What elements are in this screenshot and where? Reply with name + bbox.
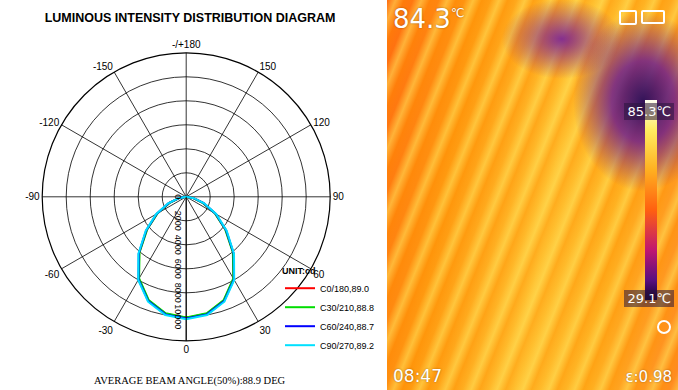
html-text:84.3: 84.3	[393, 4, 451, 34]
svg-text:0: 0	[183, 344, 189, 355]
svg-text:60: 60	[313, 269, 325, 281]
svg-text:30: 30	[260, 325, 272, 336]
svg-text:AVERAGE BEAM ANGLE(50%):88.9 D: AVERAGE BEAM ANGLE(50%):88.9 DEG	[94, 375, 286, 387]
html-text:29.1℃: 29.1℃	[627, 291, 671, 306]
svg-text:8000: 8000	[173, 283, 183, 303]
svg-text:-60: -60	[45, 269, 60, 280]
svg-text:-/+180: -/+180	[172, 39, 201, 50]
svg-text:10000: 10000	[173, 304, 183, 329]
html-text:ε:0.98: ε:0.98	[625, 368, 672, 386]
svg-text:C0/180,89.0: C0/180,89.0	[320, 284, 369, 294]
svg-text:120: 120	[313, 117, 330, 128]
html-text:08:47: 08:47	[393, 366, 442, 386]
svg-text:0: 0	[173, 194, 183, 199]
svg-text:-30: -30	[98, 325, 113, 336]
svg-text:C90/270,89.2: C90/270,89.2	[320, 341, 374, 351]
svg-text:UNIT:cd: UNIT:cd	[282, 266, 316, 276]
svg-text:150: 150	[260, 61, 277, 72]
svg-text:2000: 2000	[173, 211, 183, 231]
html-text:85.3℃: 85.3℃	[627, 104, 671, 119]
svg-text:90: 90	[333, 191, 345, 202]
svg-text:4000: 4000	[173, 235, 183, 255]
svg-text:C30/210,88.8: C30/210,88.8	[320, 303, 374, 313]
svg-text:-90: -90	[25, 191, 40, 202]
svg-text:C60/240,88.7: C60/240,88.7	[320, 322, 374, 332]
svg-text:-150: -150	[93, 61, 113, 72]
svg-text:-120: -120	[39, 117, 59, 128]
svg-text:6000: 6000	[173, 259, 183, 279]
svg-text:LUMINOUS INTENSITY DISTRIBUTIO: LUMINOUS INTENSITY DISTRIBUTION DIAGRAM	[45, 11, 336, 25]
